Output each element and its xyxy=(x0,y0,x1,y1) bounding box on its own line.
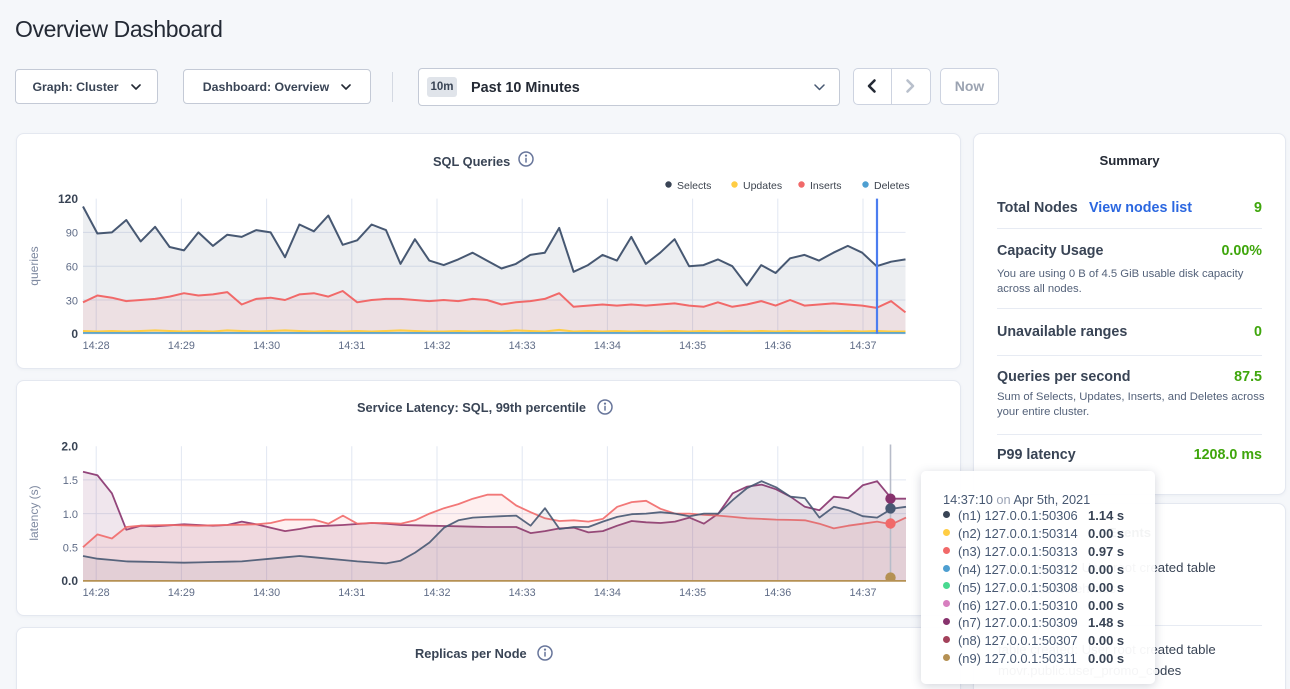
svg-text:14:35: 14:35 xyxy=(679,587,706,599)
svg-text:30: 30 xyxy=(66,295,78,307)
svg-text:14:31: 14:31 xyxy=(338,587,365,599)
svg-text:1.5: 1.5 xyxy=(63,475,78,487)
svg-text:0.0: 0.0 xyxy=(61,574,78,588)
svg-text:14:33: 14:33 xyxy=(509,340,536,352)
svg-text:14:28: 14:28 xyxy=(83,340,110,352)
svg-text:0.5: 0.5 xyxy=(63,543,78,555)
svg-text:14:36: 14:36 xyxy=(764,340,791,352)
svg-text:14:29: 14:29 xyxy=(168,587,195,599)
svg-text:14:32: 14:32 xyxy=(423,340,450,352)
svg-text:14:35: 14:35 xyxy=(679,340,706,352)
svg-text:0: 0 xyxy=(71,327,78,341)
svg-text:14:30: 14:30 xyxy=(253,587,280,599)
svg-text:queries: queries xyxy=(27,246,41,285)
svg-text:60: 60 xyxy=(66,262,78,274)
svg-text:14:31: 14:31 xyxy=(338,340,365,352)
svg-text:14:30: 14:30 xyxy=(253,340,280,352)
svg-text:120: 120 xyxy=(58,192,78,206)
svg-text:14:37: 14:37 xyxy=(849,340,876,352)
svg-text:14:32: 14:32 xyxy=(423,587,450,599)
svg-text:14:34: 14:34 xyxy=(594,340,621,352)
svg-text:1.0: 1.0 xyxy=(63,509,78,521)
svg-text:14:33: 14:33 xyxy=(509,587,536,599)
svg-text:14:37: 14:37 xyxy=(849,587,876,599)
svg-text:latency (s): latency (s) xyxy=(27,485,41,540)
svg-text:14:28: 14:28 xyxy=(83,587,110,599)
svg-text:2.0: 2.0 xyxy=(61,440,78,454)
svg-text:14:36: 14:36 xyxy=(764,587,791,599)
svg-text:14:29: 14:29 xyxy=(168,340,195,352)
svg-text:14:34: 14:34 xyxy=(594,587,621,599)
svg-text:90: 90 xyxy=(66,228,78,240)
